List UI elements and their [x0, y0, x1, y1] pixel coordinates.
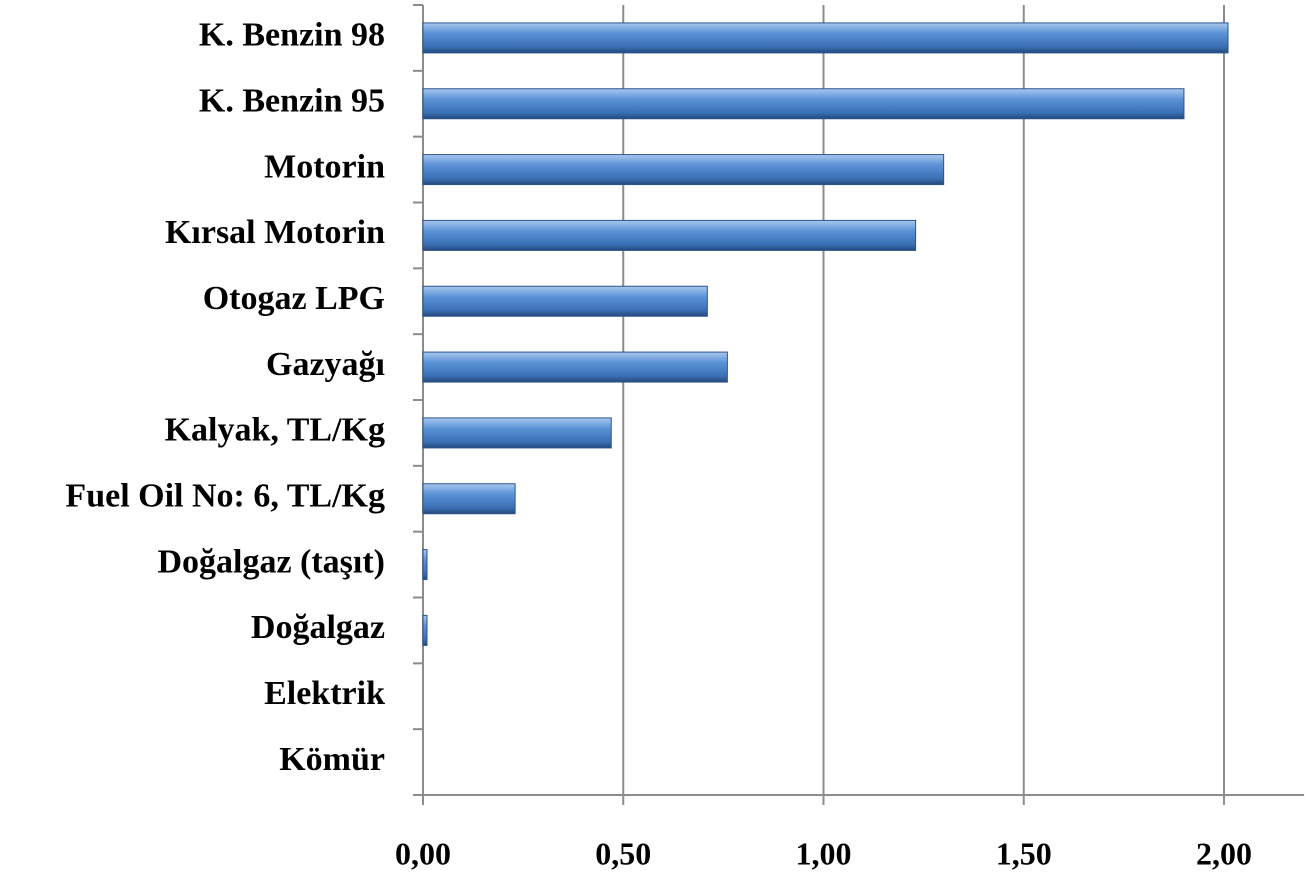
x-tick-label: 0,50 — [595, 835, 651, 871]
bar — [422, 614, 428, 646]
y-tick-label: K. Benzin 98 — [199, 17, 385, 54]
y-tick-label: Kalyak, TL/Kg — [165, 412, 385, 449]
bar — [422, 88, 1185, 120]
y-tick-label: Kırsal Motorin — [165, 214, 385, 251]
x-tick-label: 2,00 — [1196, 835, 1252, 871]
x-tick-label: 0,00 — [395, 835, 451, 871]
bar — [422, 549, 428, 581]
y-tick-label: Elektrik — [264, 675, 385, 712]
y-tick-label: Kömür — [279, 741, 385, 778]
bar — [422, 285, 708, 317]
y-tick-label: Doğalgaz (taşıt) — [157, 543, 385, 580]
bar — [422, 351, 728, 383]
y-tick-label: K. Benzin 95 — [199, 83, 385, 120]
bar — [422, 417, 612, 449]
y-tick-label: Motorin — [264, 148, 385, 185]
bar — [422, 483, 516, 515]
x-tick-label: 1,50 — [996, 835, 1052, 871]
y-tick-label: Doğalgaz — [251, 609, 385, 646]
bar — [422, 219, 917, 251]
y-tick-label: Fuel Oil No: 6, TL/Kg — [65, 478, 385, 515]
x-tick-label: 1,00 — [796, 835, 852, 871]
y-tick-label: Otogaz LPG — [203, 280, 385, 317]
bar — [422, 22, 1229, 54]
bar — [422, 154, 945, 186]
y-tick-label: Gazyağı — [266, 346, 385, 383]
